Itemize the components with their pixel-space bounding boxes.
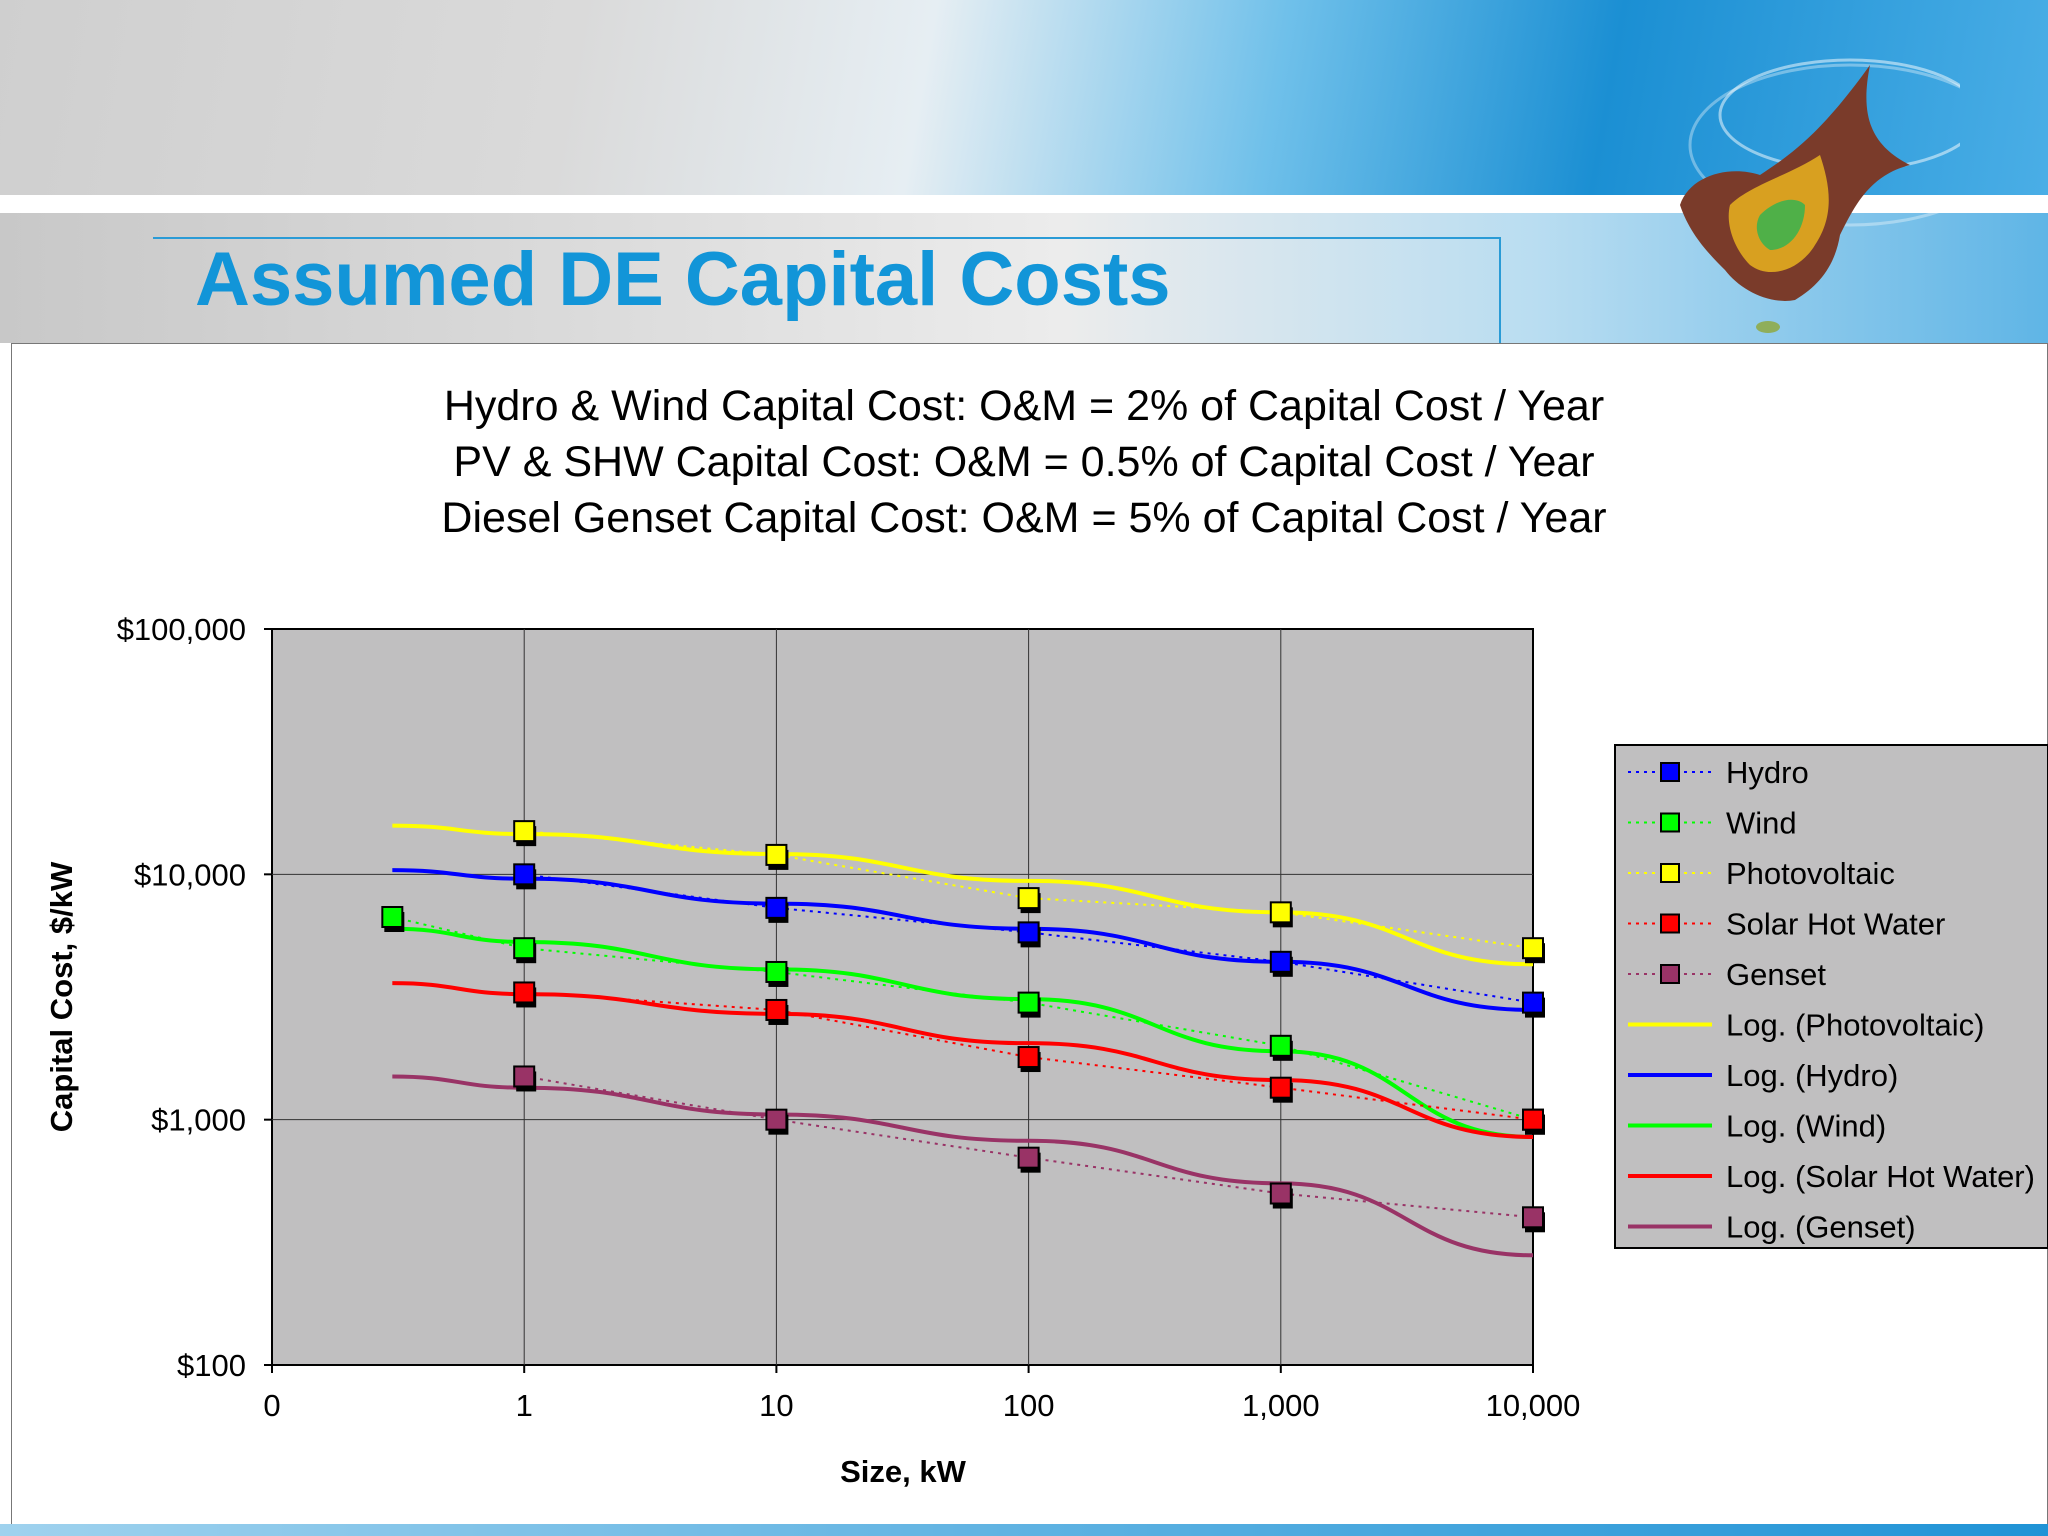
legend-label-hydro: Hydro: [1726, 755, 1809, 790]
data-point-genset: [1269, 1182, 1292, 1205]
series-line-hydro: [524, 873, 1534, 1004]
banner-divider: [0, 195, 2048, 213]
data-point-genset: [765, 1108, 788, 1131]
series-line-solar-hot-water: [524, 991, 1534, 1121]
legend-label-photovoltaic: Photovoltaic: [1726, 856, 1895, 891]
data-point-wind: [765, 960, 788, 983]
data-point-wind: [1017, 991, 1040, 1014]
om-note-diesel-genset: Diesel Genset Capital Cost: O&M = 5% of …: [441, 494, 1607, 542]
om-note-hydro-wind: Hydro & Wind Capital Cost: O&M = 2% of C…: [443, 382, 1605, 430]
data-point-photovoltaic: [1269, 901, 1292, 924]
data-series: [381, 820, 1545, 1233]
series-line-photovoltaic: [524, 830, 1534, 950]
legend-box: [1614, 744, 2048, 1249]
legend-label-solar-hot-water: Solar Hot Water: [1726, 907, 1945, 942]
x-axis-label: Size, kW: [840, 1454, 966, 1489]
data-point-photovoltaic: [513, 820, 536, 843]
data-point-hydro: [1017, 921, 1040, 944]
data-point-solar-hot-water: [513, 981, 536, 1004]
data-point-photovoltaic: [765, 843, 788, 866]
legend-marker-photovoltaic: [1660, 863, 1680, 883]
data-point-hydro: [765, 896, 788, 919]
data-point-genset: [513, 1065, 536, 1088]
series-line-wind: [392, 916, 1534, 1121]
data-point-wind: [1269, 1034, 1292, 1057]
data-point-wind: [381, 906, 404, 929]
data-point-wind: [513, 937, 536, 960]
data-point-solar-hot-water: [1269, 1076, 1292, 1099]
data-point-genset: [1017, 1146, 1040, 1169]
title-frame: [153, 237, 1501, 343]
legend: Hydro Wind Photovoltaic Solar Hot Water Gens…: [1614, 744, 2048, 1249]
legend-label-log-wind: Log. (Wind): [1726, 1109, 1886, 1144]
legend-marker-genset: [1660, 964, 1680, 984]
y-tick-label: $100,000: [117, 612, 246, 647]
y-axis-label: Capital Cost, $/kW: [44, 861, 79, 1132]
legend-marker-wind: [1660, 812, 1680, 833]
top-banner: [0, 0, 2048, 195]
data-point-photovoltaic: [1522, 937, 1544, 960]
data-point-photovoltaic: [1017, 887, 1040, 910]
flame-emblem-logo: [1680, 58, 1960, 333]
legend-label-genset: Genset: [1726, 957, 1826, 992]
data-point-genset: [1522, 1206, 1544, 1229]
data-point-solar-hot-water: [1522, 1108, 1544, 1131]
y-tick-label: $10,000: [134, 857, 246, 892]
x-tick-label: 0: [263, 1388, 280, 1423]
x-tick-label: 10,000: [1486, 1388, 1581, 1423]
bottom-strip: [0, 1524, 2048, 1536]
plot-area: [271, 628, 1534, 1366]
data-point-hydro: [1522, 991, 1544, 1014]
x-tick-label: 10: [759, 1388, 793, 1423]
series-line-genset: [524, 1075, 1534, 1219]
legend-label-log-photovoltaic: Log. (Photovoltaic): [1726, 1008, 1984, 1043]
legend-label-wind: Wind: [1726, 806, 1797, 841]
x-tick-label: 100: [1003, 1388, 1055, 1423]
data-point-solar-hot-water: [765, 998, 788, 1021]
legend-label-log-genset: Log. (Genset): [1726, 1210, 1916, 1245]
axes: 0 1 10 100 1,000 10,000 $100 $1,000 $10,000 $100,…: [117, 612, 1581, 1423]
om-note-pv-shw: PV & SHW Capital Cost: O&M = 0.5% of Cap…: [453, 438, 1595, 486]
y-tick-label: $1,000: [151, 1103, 246, 1138]
legend-marker-solar-hot-water: [1660, 913, 1680, 934]
x-tick-label: 1,000: [1242, 1388, 1320, 1423]
data-point-hydro: [1269, 950, 1292, 973]
y-tick-label: $100: [177, 1348, 246, 1383]
data-point-solar-hot-water: [1017, 1046, 1040, 1069]
data-point-hydro: [513, 863, 536, 886]
legend-marker-hydro: [1660, 762, 1680, 782]
legend-label-log-hydro: Log. (Hydro): [1726, 1058, 1898, 1093]
slide-title: Assumed DE Capital Costs: [195, 237, 1171, 322]
x-tick-label: 1: [516, 1388, 533, 1423]
legend-label-log-solar-hot-water: Log. (Solar Hot Water): [1726, 1159, 2035, 1194]
